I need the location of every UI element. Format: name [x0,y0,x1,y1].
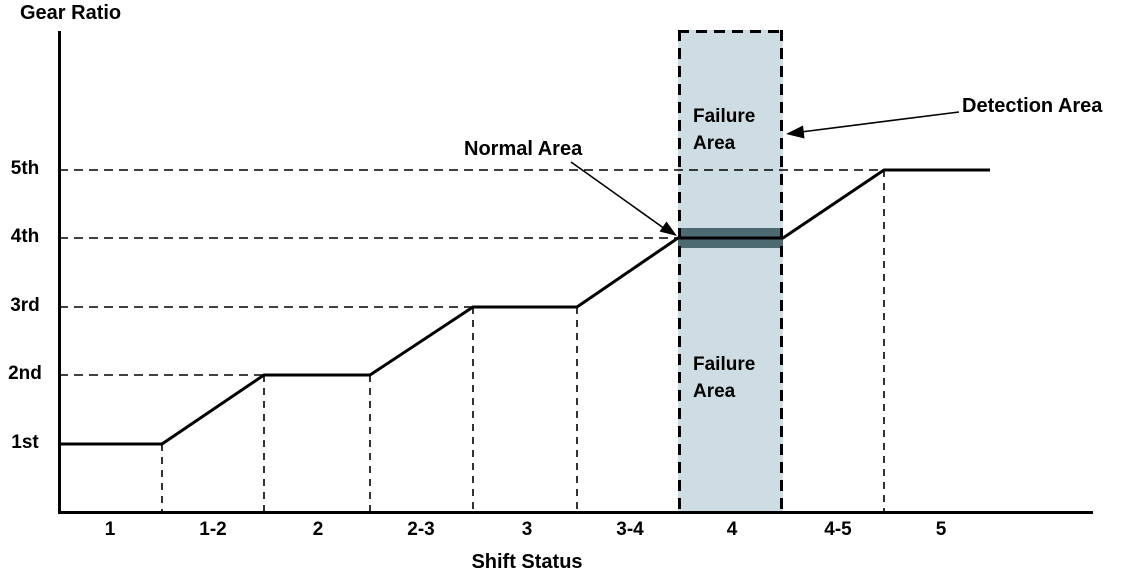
y-tick-3rd: 3rd [10,295,40,316]
x-tick-2-3: 2-3 [407,519,435,540]
x-tick-2: 2 [312,519,324,540]
x-tick-5: 5 [935,519,947,540]
x-tick-3-4: 3-4 [616,519,644,540]
x-tick-4-5: 4-5 [824,519,852,540]
detection-band-fill [678,30,783,513]
x-axis-title: Shift Status [471,551,583,573]
normal-area-arrowhead-icon [659,221,677,236]
y-tick-2nd: 2nd [8,363,42,384]
normal-area-arrow-line [570,161,666,230]
x-tick-1: 1 [104,519,116,540]
detection-area-arrow-line [800,111,960,133]
detection-area-label: Detection Area [962,95,1103,117]
y-axis-title: Gear Ratio [20,2,122,24]
y-tick-4th: 4th [10,226,40,247]
y-tick-5th: 5th [10,158,40,179]
failure-area-label-bottom: Failure Area [693,354,756,402]
gear-ratio-curve [59,168,990,446]
failure-area-label-top: Failure Area [693,106,756,154]
x-tick-4: 4 [726,519,738,540]
detection-area-arrowhead-icon [786,125,805,139]
x-tick-3: 3 [521,519,533,540]
normal-area-label: Normal Area [464,138,583,160]
x-tick-1-2: 1-2 [199,519,227,540]
y-tick-1st: 1st [11,432,39,453]
